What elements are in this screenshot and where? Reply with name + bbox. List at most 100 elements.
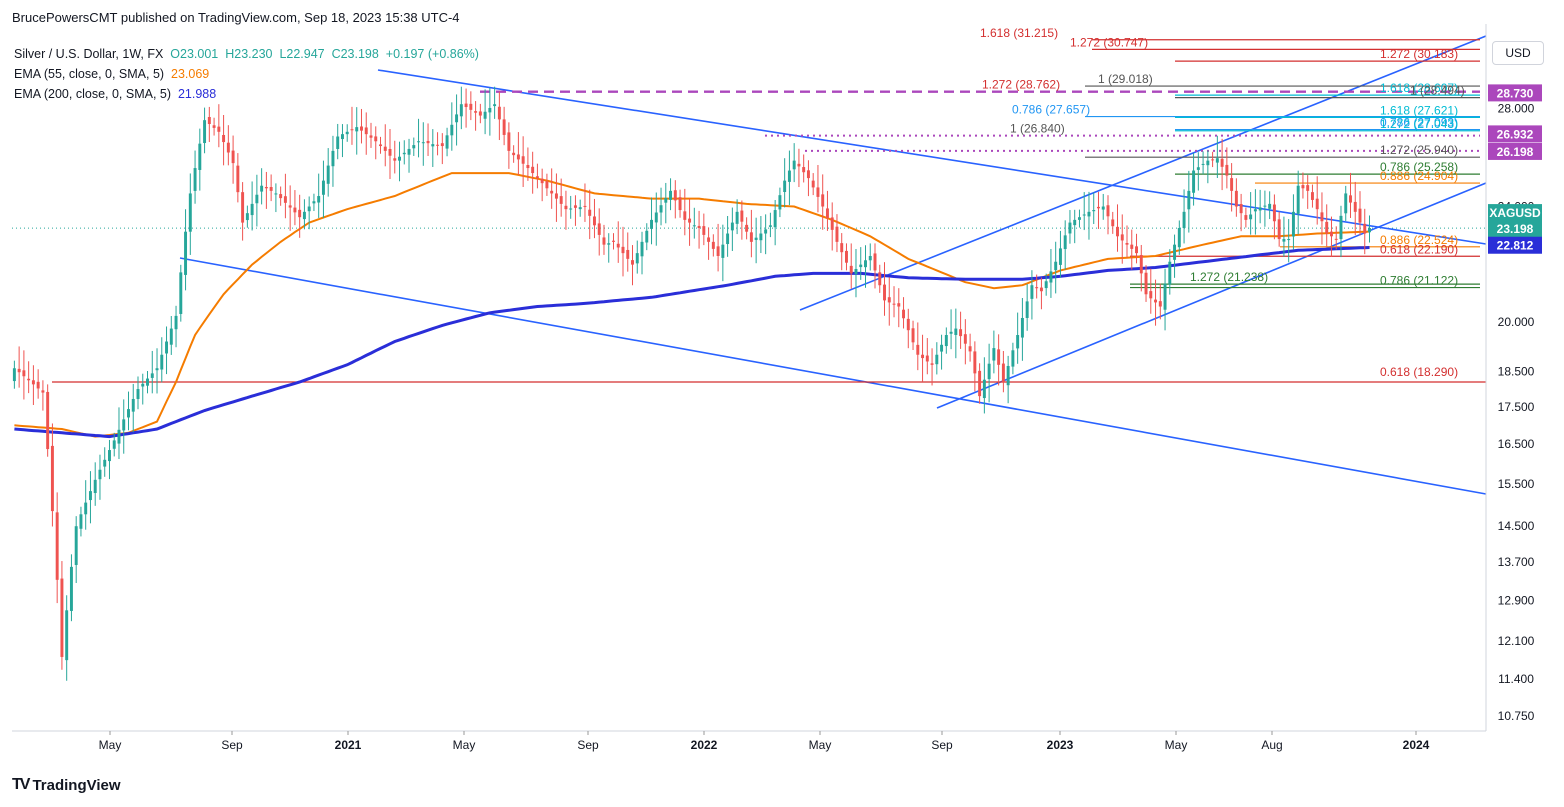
candle-body xyxy=(864,260,867,268)
price-tag xyxy=(1488,220,1542,238)
candle-body xyxy=(1011,350,1015,367)
candle-body xyxy=(1244,215,1248,220)
candle-body xyxy=(1325,221,1329,234)
ohlc-row: Silver / U.S. Dollar, 1W, FX O23.001 H23… xyxy=(14,44,479,64)
ema200-row[interactable]: EMA (200, close, 0, SMA, 5) 21.988 xyxy=(14,84,479,104)
trendline xyxy=(179,257,1487,495)
ema-layer xyxy=(14,172,1370,439)
candle-body xyxy=(426,140,430,144)
candle-body xyxy=(883,284,886,301)
candle-body xyxy=(540,178,544,184)
candle-body xyxy=(669,190,673,200)
candle-body xyxy=(184,231,188,275)
y-tick-label: 17.500 xyxy=(1498,400,1535,414)
candle-body xyxy=(269,187,273,191)
candle-body xyxy=(768,225,772,227)
candles-layer xyxy=(12,86,1371,681)
candle-body xyxy=(902,309,906,319)
symbol-label[interactable]: Silver / U.S. Dollar, 1W, FX xyxy=(14,47,164,61)
candle-body xyxy=(697,225,701,229)
open-value: O23.001 xyxy=(170,47,219,61)
currency-button[interactable]: USD xyxy=(1492,41,1544,65)
candle-body xyxy=(193,168,197,191)
candle-body xyxy=(436,144,440,146)
candle-body xyxy=(959,329,963,337)
candle-body xyxy=(1039,287,1043,292)
candle-body xyxy=(288,205,292,208)
candle-body xyxy=(1368,228,1371,233)
candle-body xyxy=(131,398,135,412)
candle-body xyxy=(1116,226,1119,237)
ema55-row[interactable]: EMA (55, close, 0, SMA, 5) 23.069 xyxy=(14,64,479,84)
candle-body xyxy=(1044,281,1048,289)
footer-brand: TradingView xyxy=(32,776,121,794)
candle-body xyxy=(664,197,668,203)
candle-body xyxy=(521,156,525,164)
candle-body xyxy=(1334,238,1338,240)
fib-label: 1.272 (21.238) xyxy=(1190,270,1268,284)
candle-body xyxy=(27,378,31,381)
fib-label: 1.272 (30.747) xyxy=(1070,35,1148,49)
candle-body xyxy=(806,170,810,179)
candle-body xyxy=(407,148,411,155)
tradingview-footer[interactable]: TV TradingView xyxy=(12,776,121,794)
candle-body xyxy=(412,145,416,149)
candle-body xyxy=(683,211,687,220)
candle-body xyxy=(773,210,777,228)
candle-body xyxy=(1201,163,1205,165)
candle-body xyxy=(935,354,939,365)
candle-body xyxy=(749,232,753,242)
candle-body xyxy=(1120,234,1124,241)
fib-layer: 1.618 (31.215) 1.272 (30.747) 1.272 (30.18… xyxy=(480,26,1480,379)
candle-body xyxy=(716,246,720,256)
candle-body xyxy=(421,142,425,144)
y-tick-label: 15.500 xyxy=(1498,477,1535,491)
candle-body xyxy=(417,141,421,143)
candle-body xyxy=(545,181,549,189)
trendline xyxy=(377,69,1487,245)
ema55-label: EMA (55, close, 0, SMA, 5) xyxy=(14,67,165,81)
x-tick-label: Aug xyxy=(1261,738,1282,752)
x-tick-label: 2022 xyxy=(691,738,718,752)
candle-body xyxy=(497,106,501,120)
candle-body xyxy=(1158,301,1162,307)
candle-body xyxy=(369,135,373,138)
ema200-label: EMA (200, close, 0, SMA, 5) xyxy=(14,87,172,101)
candle-body xyxy=(564,205,568,210)
x-tick-label: May xyxy=(99,738,122,752)
candle-body xyxy=(398,156,401,161)
candle-body xyxy=(688,218,692,223)
candle-body xyxy=(835,226,839,242)
x-tick-label: 2023 xyxy=(1047,738,1074,752)
candle-body xyxy=(1349,195,1352,203)
candle-body xyxy=(431,144,435,147)
candle-body xyxy=(169,328,173,345)
candle-body xyxy=(1016,335,1020,349)
candle-body xyxy=(236,165,240,193)
x-tick-label: 2021 xyxy=(335,738,362,752)
candle-body xyxy=(488,107,492,113)
candle-body xyxy=(374,136,378,142)
y-tick-label: 20.000 xyxy=(1498,315,1535,329)
price-tag xyxy=(1488,125,1542,143)
candle-body xyxy=(1097,206,1100,209)
candle-body xyxy=(711,241,715,249)
candle-body xyxy=(554,193,558,199)
candle-body xyxy=(108,450,111,462)
candle-body xyxy=(535,176,539,179)
candle-body xyxy=(50,445,54,512)
candle-body xyxy=(231,150,235,164)
candle-body xyxy=(602,237,606,245)
candle-body xyxy=(778,195,782,210)
candle-body xyxy=(1258,207,1262,211)
candle-body xyxy=(1249,214,1253,220)
candle-body xyxy=(512,152,516,156)
candle-body xyxy=(1092,210,1096,212)
candle-body xyxy=(1220,158,1224,167)
candle-body xyxy=(702,226,706,235)
candle-body xyxy=(1177,228,1181,248)
candle-body xyxy=(103,459,107,467)
candle-body xyxy=(897,303,901,307)
